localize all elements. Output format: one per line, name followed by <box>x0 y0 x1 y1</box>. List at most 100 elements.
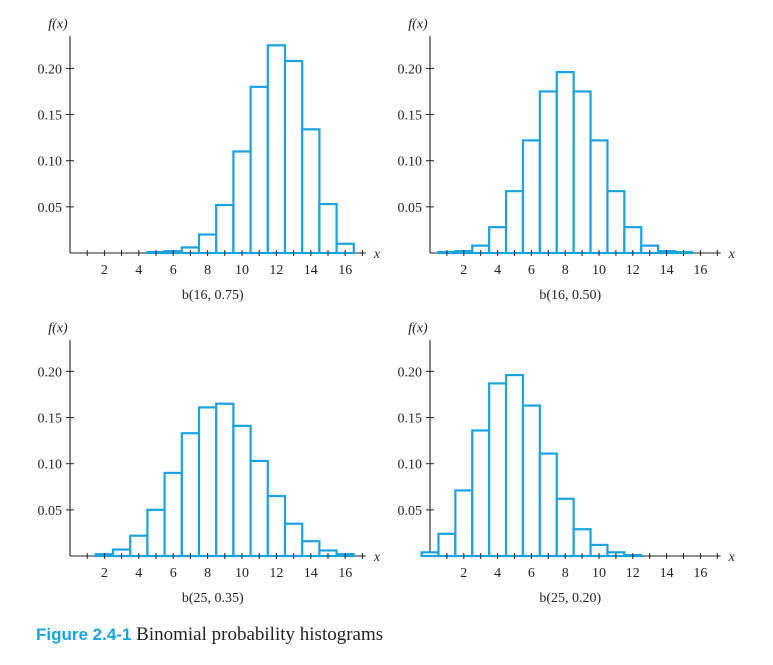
chart-b16-050-bar <box>504 190 525 255</box>
chart-b16-075-title: b(16, 0.75) <box>182 288 244 303</box>
chart-b16-050-ytick-label: 0.10 <box>398 155 423 170</box>
chart-b25-035-bar <box>232 424 252 558</box>
chart-b16-075-xtick-label: 16 <box>338 263 352 278</box>
chart-b25-035-xtick-label: 16 <box>338 566 352 581</box>
chart-b25-020-bar <box>504 373 525 558</box>
chart-b25-035-ytick-label: 0.20 <box>38 365 63 380</box>
figure-number: Figure 2.4-1 <box>36 625 132 644</box>
chart-b16-050-ytick-label: 0.20 <box>398 62 423 77</box>
figure-caption: Figure 2.4-1 Binomial probability histog… <box>36 624 383 646</box>
chart-b16-050-ytick-label: 0.05 <box>398 201 423 216</box>
chart-b16-075-xtick-label: 2 <box>101 263 108 278</box>
chart-b16-075-bar <box>215 203 235 255</box>
chart-b25-035-ylabel: f(x) <box>48 321 68 336</box>
chart-b16-050-bar <box>555 70 575 255</box>
chart-b16-075-xtick-label: 12 <box>269 263 283 278</box>
chart-b16-075-bar <box>283 59 304 255</box>
figure-caption-text: Binomial probability histograms <box>136 624 384 645</box>
chart-b16-075-ylabel: f(x) <box>48 17 68 32</box>
chart-b25-035-bar <box>283 522 304 558</box>
chart-b16-050-bar <box>623 226 643 255</box>
chart-b25-020-xtick-label: 12 <box>626 566 640 581</box>
chart-b16-075-bar <box>232 150 252 255</box>
chart-b16-075-xtick-label: 10 <box>235 263 249 278</box>
chart-b25-020-ytick-label: 0.05 <box>398 504 423 519</box>
chart-b25-035-bar <box>129 534 149 558</box>
chart-b25-020-xtick-label: 16 <box>693 566 707 581</box>
chart-b25-020-bar <box>420 551 440 558</box>
chart-b25-020-bar <box>521 404 541 558</box>
chart-b25-035-ytick-label: 0.10 <box>38 458 63 473</box>
chart-b25-020-xtick-label: 10 <box>592 566 606 581</box>
chart-b25-035-bar <box>249 459 269 558</box>
chart-b16-075-bar <box>318 202 338 255</box>
chart-b16-050-xtick-label: 4 <box>494 263 501 278</box>
chart-b16-075-xtick-label: 14 <box>304 263 318 278</box>
chart-b25-035-bar <box>163 471 183 558</box>
chart-b16-050-xtick-label: 16 <box>693 263 707 278</box>
chart-b25-035-xtick-label: 10 <box>235 566 249 581</box>
chart-b25-020-bar <box>538 452 558 558</box>
chart-b25-035-xtick-label: 12 <box>269 566 283 581</box>
chart-b25-035-xtick-label: 8 <box>204 566 211 581</box>
chart-b16-075-bar <box>249 85 269 255</box>
chart-b25-035-bar <box>197 406 218 558</box>
chart-b25-020-xtick-label: 2 <box>460 566 467 581</box>
chart-b25-035-bar <box>180 432 201 558</box>
chart-b25-035-bar <box>215 402 235 558</box>
chart-b25-035-title: b(25, 0.35) <box>182 591 244 606</box>
chart-b25-035-ytick-label: 0.05 <box>38 504 63 519</box>
chart-b16-075-xtick-label: 8 <box>204 263 211 278</box>
chart-b25-020-bar <box>488 382 508 558</box>
chart-b25-020-xtick-label: 6 <box>528 566 535 581</box>
chart-b16-050-xtick-label: 8 <box>562 263 569 278</box>
chart-b25-020-bar <box>572 528 592 558</box>
chart-b25-035-ytick-label: 0.15 <box>38 412 63 427</box>
chart-b16-050-xtick-label: 2 <box>460 263 467 278</box>
chart-b16-050-bar <box>538 90 558 255</box>
chart-b25-035-xtick-label: 4 <box>135 566 142 581</box>
chart-b16-050-ytick-label: 0.15 <box>398 109 423 124</box>
chart-b16-075-ytick-label: 0.20 <box>38 62 63 77</box>
chart-b16-050-xtick-label: 6 <box>528 263 535 278</box>
chart-b16-050-ylabel: f(x) <box>408 17 428 32</box>
chart-b25-020-ytick-label: 0.20 <box>398 365 423 380</box>
chart-b25-020-ytick-label: 0.15 <box>398 412 423 427</box>
chart-b25-035-xlabel: x <box>373 550 381 565</box>
chart-b25-035-bar <box>266 494 287 558</box>
chart-b16-050-title: b(16, 0.50) <box>539 288 601 303</box>
chart-b16-075-xlabel: x <box>373 247 381 262</box>
chart-b25-035-bar <box>146 508 166 558</box>
chart-b16-050-xtick-label: 12 <box>626 263 640 278</box>
chart-b16-075-ytick-label: 0.10 <box>38 155 63 170</box>
chart-b25-020-ylabel: f(x) <box>408 321 428 336</box>
chart-b16-075-ytick-label: 0.15 <box>38 109 63 124</box>
chart-b16-075-xtick-label: 6 <box>170 263 177 278</box>
chart-b25-020-xtick-label: 14 <box>660 566 674 581</box>
chart-b16-050-xtick-label: 14 <box>660 263 674 278</box>
chart-b25-035-xtick-label: 2 <box>101 566 108 581</box>
chart-b16-050-bar <box>606 190 626 255</box>
chart-b16-050-bar <box>589 139 609 255</box>
chart-b25-035-xtick-label: 6 <box>170 566 177 581</box>
chart-b16-050-bar <box>521 139 541 255</box>
chart-b25-020-bar <box>471 429 491 558</box>
histogram-figure: f(x) 0.05 0.10 0.15 0.20 2 4 6 8 10 12 14 16 x b(16, 0… <box>38 17 736 606</box>
chart-b25-020-bar <box>437 532 457 558</box>
chart-b25-020-bar <box>555 497 575 558</box>
chart-b16-075-xtick-label: 4 <box>135 263 142 278</box>
chart-b16-050-bar <box>488 226 508 255</box>
chart-b16-050-bar <box>572 90 592 255</box>
chart-b25-020-xtick-label: 4 <box>494 566 501 581</box>
chart-b16-075-bar <box>301 128 321 255</box>
chart-b16-050-xtick-label: 10 <box>592 263 606 278</box>
chart-b16-075-ytick-label: 0.05 <box>38 201 63 216</box>
chart-b25-020-ytick-label: 0.10 <box>398 458 423 473</box>
chart-b25-020-xtick-label: 8 <box>562 566 569 581</box>
chart-b25-020-bar <box>454 489 474 558</box>
chart-b16-075-bar <box>266 44 287 255</box>
chart-b25-020-xlabel: x <box>728 550 736 565</box>
chart-b25-035-xtick-label: 14 <box>304 566 318 581</box>
chart-b16-050-xlabel: x <box>728 247 736 262</box>
chart-b25-020-title: b(25, 0.20) <box>539 591 601 606</box>
